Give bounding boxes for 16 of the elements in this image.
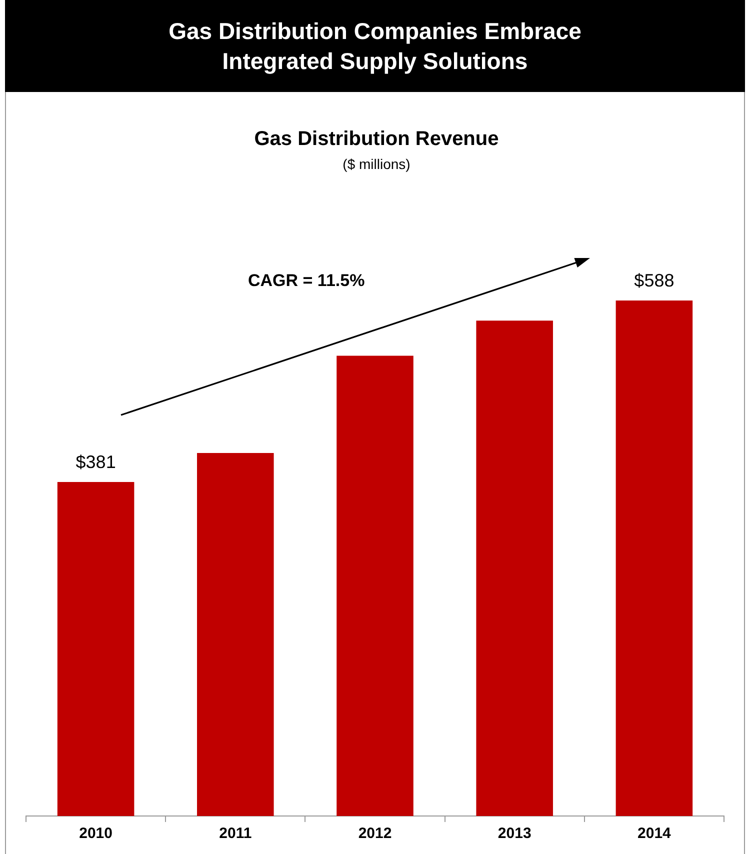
data-label: $588 xyxy=(634,270,674,290)
chart-title: Gas Distribution Companies Embrace Integrated Supply Solutions xyxy=(5,0,745,92)
x-tick-label: 2012 xyxy=(358,825,392,842)
x-tick-label: 2011 xyxy=(219,825,252,842)
bar xyxy=(476,320,553,816)
bar xyxy=(616,300,693,816)
x-tick-label: 2013 xyxy=(498,825,532,842)
x-tick-label: 2014 xyxy=(638,825,672,842)
bar xyxy=(336,356,414,816)
text: ($ millions) xyxy=(342,156,412,172)
chart-subtitle: Gas Distribution Revenue xyxy=(253,128,500,151)
text: CAGR = 11.5% xyxy=(248,271,365,291)
x-tick-label: 2010 xyxy=(79,825,112,842)
bar xyxy=(197,453,274,816)
data-label: $381 xyxy=(76,452,116,472)
bar xyxy=(57,482,134,816)
